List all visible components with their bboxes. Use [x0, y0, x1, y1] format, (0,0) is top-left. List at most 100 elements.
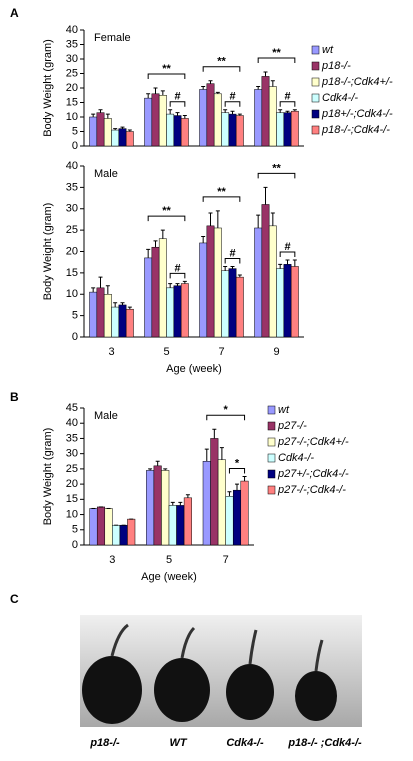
significance: * — [235, 457, 240, 469]
y-tick-label: 25 — [66, 224, 78, 236]
error-bar — [263, 186, 268, 205]
legend-swatch — [267, 421, 276, 431]
significance: # — [174, 91, 180, 103]
bar — [103, 294, 112, 338]
subtitle: Female — [94, 32, 131, 44]
error-bar — [175, 283, 180, 286]
error-bar — [212, 428, 217, 439]
bar — [112, 524, 121, 546]
error-bar — [146, 93, 151, 99]
bar — [235, 276, 244, 338]
bar — [153, 465, 162, 546]
error-bar — [223, 109, 228, 113]
y-tick-label: 35 — [66, 432, 78, 444]
error-bar — [160, 229, 165, 239]
bar — [146, 470, 155, 546]
x-tick-label: 9 — [273, 346, 279, 358]
y-tick-label: 0 — [72, 331, 78, 343]
y-tick-label: 30 — [66, 53, 78, 65]
bracket — [169, 101, 186, 107]
bar — [268, 86, 277, 147]
y-tick-label: 30 — [66, 203, 78, 215]
legend-swatch — [267, 437, 276, 447]
legend-swatch — [267, 405, 276, 415]
bar — [125, 131, 134, 147]
bar — [261, 76, 270, 147]
x-tick-label: 3 — [108, 346, 114, 358]
bar — [213, 93, 222, 147]
bar — [127, 518, 136, 546]
error-bar — [182, 280, 187, 284]
error-bar — [120, 302, 125, 305]
bar — [180, 118, 189, 147]
error-bar — [208, 80, 213, 84]
error-bar — [227, 491, 232, 497]
panel-label: C — [10, 592, 19, 606]
panel-label: A — [10, 6, 19, 20]
x-tick-label: 7 — [218, 346, 224, 358]
error-bar — [155, 460, 160, 466]
significance: ** — [162, 63, 171, 75]
bracket — [224, 257, 241, 264]
error-bar — [105, 113, 110, 119]
significance: ** — [217, 56, 226, 68]
x-axis-title: Age (week) — [166, 363, 222, 375]
error-bar — [98, 276, 103, 288]
legend-swatch — [267, 469, 276, 479]
bracket — [279, 101, 296, 107]
error-bar — [215, 91, 220, 94]
bar — [202, 461, 211, 546]
legend-label: Cdk4-/- — [322, 92, 358, 104]
legend-label: Cdk4-/- — [278, 452, 314, 464]
bar — [206, 83, 215, 147]
y-axis-title: Body Weight (gram) — [42, 428, 54, 526]
bar — [183, 497, 192, 546]
bar — [206, 225, 215, 338]
bar — [268, 225, 277, 338]
legend-swatch — [311, 109, 320, 119]
mouse-photo — [80, 615, 362, 727]
bar — [151, 93, 160, 147]
bar — [96, 112, 105, 147]
y-tick-label: 35 — [66, 38, 78, 50]
error-bar — [98, 109, 103, 113]
y-tick-label: 15 — [66, 267, 78, 279]
legend-label: p27-/-;Cdk4-/- — [277, 484, 346, 496]
error-bar — [204, 448, 209, 462]
bar — [240, 480, 249, 546]
bracket — [202, 66, 241, 72]
legend-swatch — [311, 45, 320, 55]
y-tick-label: 45 — [66, 402, 78, 414]
error-bar — [270, 212, 275, 226]
y-tick-label: 40 — [66, 24, 78, 36]
error-bar — [113, 128, 118, 131]
photo-label: p18-/- ;Cdk4-/- — [287, 737, 362, 749]
bar — [283, 264, 292, 338]
legend-swatch — [267, 453, 276, 463]
bracket — [206, 414, 246, 421]
error-bar — [201, 86, 206, 90]
legend-swatch — [311, 93, 320, 103]
bar — [96, 287, 105, 338]
error-bar — [105, 285, 110, 295]
legend-label: p27-/- — [277, 420, 307, 432]
bar — [235, 115, 244, 147]
photo-label: WT — [169, 737, 187, 749]
bracket — [257, 57, 296, 64]
x-tick-label: 5 — [166, 554, 172, 566]
y-tick-label: 5 — [72, 524, 78, 536]
error-bar — [256, 86, 261, 90]
error-bar — [127, 306, 132, 310]
bar — [276, 112, 285, 147]
photo-label: p18-/- — [89, 737, 120, 749]
bar — [168, 505, 177, 546]
y-tick-label: 0 — [72, 140, 78, 152]
error-bar — [242, 476, 247, 482]
x-axis-title: Age (week) — [141, 571, 197, 583]
y-tick-label: 15 — [66, 493, 78, 505]
legend-swatch — [311, 125, 320, 135]
error-bar — [270, 80, 275, 87]
bar — [111, 306, 120, 338]
panel-label: B — [10, 390, 19, 404]
